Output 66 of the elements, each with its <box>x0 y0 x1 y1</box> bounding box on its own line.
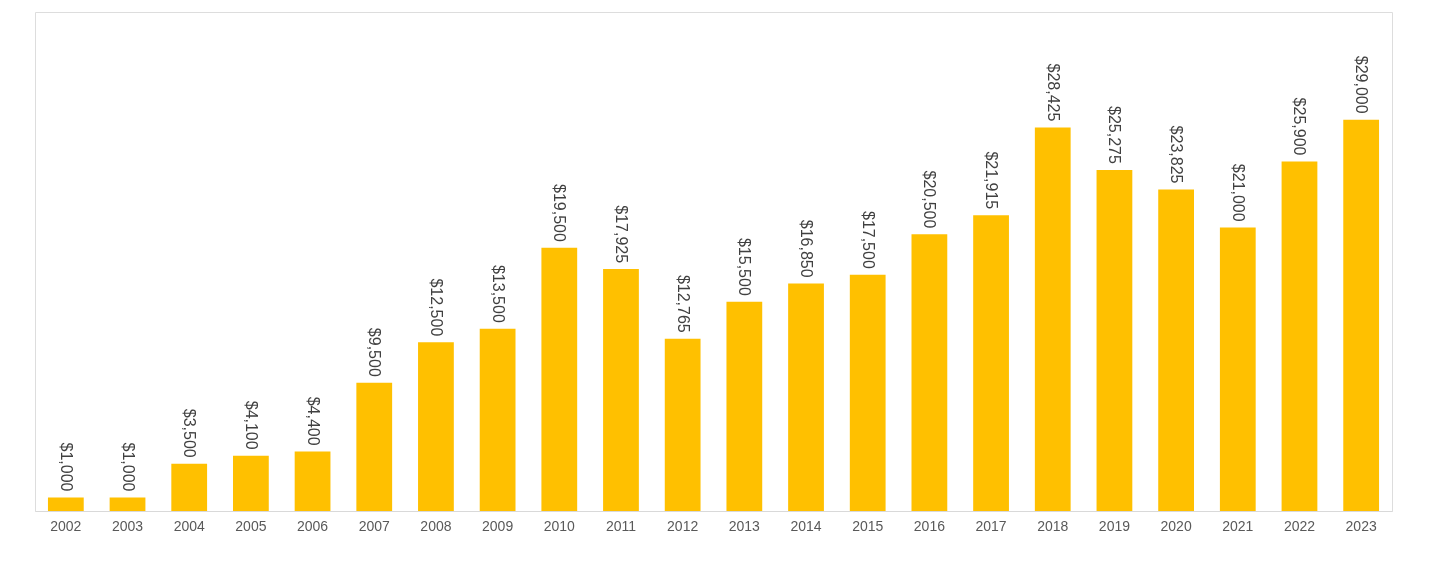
data-label: $13,500 <box>489 264 507 323</box>
bar <box>664 338 701 511</box>
bar <box>233 455 269 511</box>
bar <box>109 497 146 511</box>
bar <box>294 451 331 511</box>
data-label: $28,425 <box>1044 63 1062 122</box>
bar <box>788 283 824 511</box>
bar <box>479 328 516 511</box>
x-tick-label: 2003 <box>111 517 144 534</box>
data-label: $12,765 <box>674 274 692 333</box>
data-label: $25,900 <box>1291 97 1309 156</box>
data-label: $23,825 <box>1168 125 1186 184</box>
bar <box>973 215 1009 511</box>
x-tick-label: 2010 <box>543 517 576 534</box>
x-tick-label: 2015 <box>852 517 884 534</box>
data-label: $1,000 <box>57 442 75 492</box>
x-tick-label: 2018 <box>1037 517 1069 534</box>
x-tick-label: 2023 <box>1345 517 1377 534</box>
x-tick-label: 2021 <box>1222 517 1254 534</box>
bar <box>47 497 84 511</box>
bar <box>1158 189 1194 511</box>
x-tick-label: 2011 <box>605 517 637 534</box>
bar <box>1281 161 1318 511</box>
bar <box>1219 227 1256 511</box>
bar <box>1343 119 1380 511</box>
bar <box>1096 169 1133 511</box>
data-label: $21,000 <box>1229 163 1247 222</box>
data-label: $3,500 <box>181 408 199 458</box>
data-label: $4,400 <box>304 396 322 446</box>
data-label: $17,500 <box>859 210 877 269</box>
bar <box>541 247 578 511</box>
bar <box>356 382 393 511</box>
x-tick-label: 2022 <box>1283 517 1316 534</box>
x-tick-label: 2013 <box>728 517 761 534</box>
data-label: $16,850 <box>798 219 816 278</box>
bar <box>603 269 639 511</box>
x-tick-label: 2002 <box>50 517 82 534</box>
x-tick-label: 2016 <box>913 517 946 534</box>
bar <box>911 234 948 511</box>
x-tick-label: 2012 <box>667 517 699 534</box>
data-label: $21,915 <box>983 151 1001 210</box>
data-label: $15,500 <box>736 237 754 296</box>
data-label: $29,000 <box>1353 55 1371 114</box>
x-tick-label: 2020 <box>1160 517 1192 534</box>
data-label: $25,275 <box>1106 106 1124 164</box>
bar <box>726 301 763 511</box>
data-label: $12,500 <box>427 278 445 337</box>
x-tick-label: 2017 <box>975 517 1007 534</box>
bar <box>849 274 886 511</box>
x-tick-label: 2009 <box>482 517 514 534</box>
x-tick-label: 2007 <box>358 517 391 534</box>
x-tick-label: 2005 <box>235 517 267 534</box>
data-label: $20,500 <box>921 170 939 229</box>
data-label: $19,500 <box>551 183 569 242</box>
x-tick-label: 2014 <box>790 517 822 534</box>
x-tick-label: 2006 <box>296 517 329 534</box>
data-label: $1,000 <box>119 442 137 492</box>
data-label: $9,500 <box>366 327 384 377</box>
bar <box>418 342 454 511</box>
data-label: $4,100 <box>242 400 260 450</box>
x-tick-label: 2004 <box>173 517 205 534</box>
bar <box>171 463 208 511</box>
data-label: $17,925 <box>612 205 630 264</box>
x-tick-label: 2019 <box>1098 517 1131 534</box>
bar <box>1034 127 1071 511</box>
x-tick-label: 2008 <box>420 517 452 534</box>
